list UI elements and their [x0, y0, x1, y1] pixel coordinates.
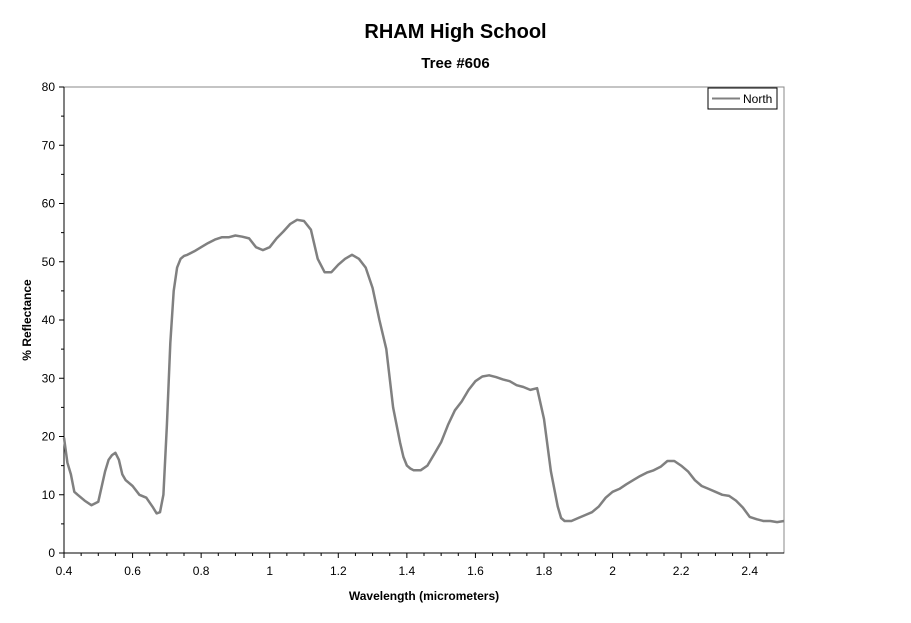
y-tick-label: 0: [48, 546, 55, 560]
y-axis: 0 10 20 30 40 50 60 70 80: [42, 80, 65, 560]
chart-subtitle: Tree #606: [421, 55, 490, 72]
x-tick-label: 2: [609, 564, 616, 578]
x-tick-label: 0.8: [193, 564, 210, 578]
y-tick-label: 50: [42, 255, 56, 269]
y-tick-label: 80: [42, 80, 56, 94]
chart-title: RHAM High School: [364, 21, 547, 43]
legend-box: [707, 87, 778, 110]
x-tick-label: 2.2: [673, 564, 690, 578]
x-tick-label: 1: [266, 564, 273, 578]
y-tick-label: 60: [42, 197, 56, 211]
x-tick-label: 1.6: [467, 564, 484, 578]
x-axis: 0.4 0.6 0.8 1 1.2 1.4 1.6 1.8 2 2.2 2.4: [56, 552, 784, 578]
legend: North: [707, 87, 778, 110]
series-line-north: [62, 218, 785, 524]
x-tick-label: 0.6: [124, 564, 141, 578]
x-tick-label: 1.2: [330, 564, 347, 578]
y-tick-label: 10: [42, 488, 56, 502]
x-tick-label: 1.4: [399, 564, 416, 578]
y-tick-label: 70: [42, 138, 56, 152]
x-tick-label: 0.4: [56, 564, 73, 578]
y-tick-label: 20: [42, 430, 56, 444]
x-axis-title: Wavelength (micrometers): [349, 589, 499, 603]
y-tick-label: 40: [42, 313, 56, 327]
series-layer: [62, 218, 785, 524]
y-tick-label: 30: [42, 371, 56, 385]
y-axis-title: % Reflectance: [20, 279, 34, 361]
legend-label-north: North: [743, 92, 772, 106]
x-tick-label: 2.4: [741, 564, 758, 578]
x-tick-label: 1.8: [536, 564, 553, 578]
